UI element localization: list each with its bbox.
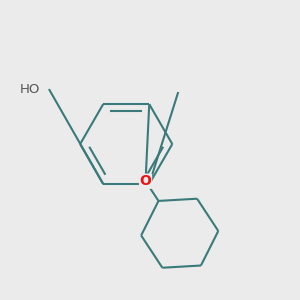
Text: HO: HO xyxy=(20,82,40,96)
Text: O: O xyxy=(140,174,152,188)
